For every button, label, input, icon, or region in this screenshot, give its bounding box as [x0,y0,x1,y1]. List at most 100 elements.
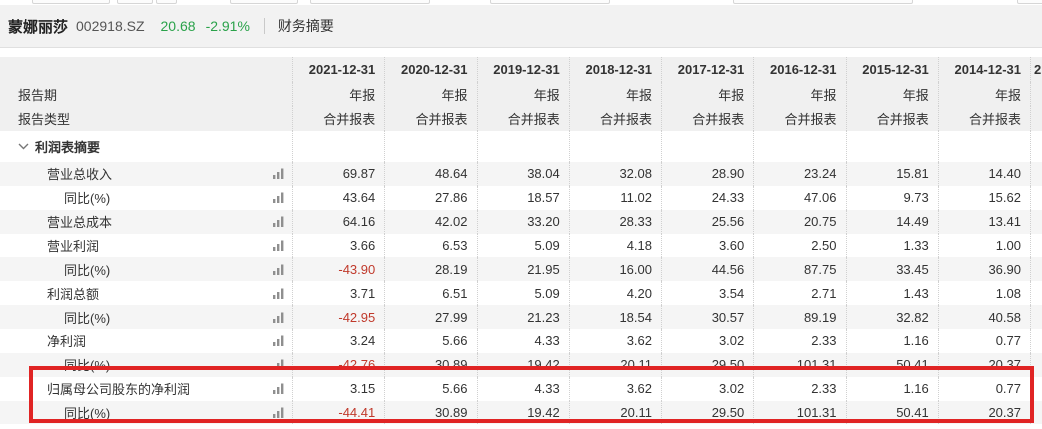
table-row: 营业总收入 69.87 48.64 38.04 32.08 28.90 23.24 15.81… [0,162,1042,186]
value-cell-r9-c3: 3.62 [568,376,661,401]
report-type-label: 报告类型 [18,112,71,128]
value-cell-r8-c0: -42.76 [292,352,384,377]
column-type-7: 合并报表 [937,106,1030,132]
clipped-next-column [1030,185,1042,210]
value-cell-r0-c7: 14.40 [937,162,1030,186]
table-row: 同比(%) -44.41 30.89 19.42 20.11 29.50 101.31 50.… [0,400,1042,425]
column-period-0: 年报 [292,81,384,107]
column-period-3: 年报 [568,81,661,107]
value-cell-r9-c4: 3.02 [661,376,753,401]
cutoff-control-box[interactable] [310,0,430,4]
cutoff-control-box[interactable] [156,0,177,4]
value-cell-r4-c1: 28.19 [384,257,476,282]
row-label: 同比(%) [64,191,111,207]
table-row: 归属母公司股东的净利润 3.15 5.66 4.33 3.62 3.02 2.33 1.16 0… [0,376,1042,401]
table-row: 同比(%) 43.64 27.86 18.57 11.02 24.33 47.06 9.73 1… [0,185,1042,210]
column-period-2: 年报 [476,81,569,107]
stock-price: 20.68 [160,18,196,34]
clipped-next-column [1030,400,1042,425]
row-label-cell: 归属母公司股东的净利润 [0,377,292,401]
bar-chart-icon[interactable] [272,239,285,252]
value-cell-r0-c6: 15.81 [845,162,938,186]
clipped-next-column [1030,281,1042,306]
section-empty-cell-7 [937,131,1030,163]
row-label-cell: 利润总额 [0,281,292,305]
value-cell-r2-c4: 25.56 [661,209,753,234]
header-label-empty [0,57,292,82]
row-label: 营业总收入 [47,167,113,183]
value-cell-r3-c5: 2.50 [753,233,845,258]
clipped-next-column [1030,209,1042,234]
value-cell-r10-c6: 50.41 [845,400,938,425]
row-label: 利润总额 [47,286,100,302]
bar-chart-icon[interactable] [272,215,285,228]
value-cell-r6-c7: 40.58 [937,305,1030,329]
value-cell-r7-c5: 2.33 [753,328,845,353]
row-label: 同比(%) [64,358,111,374]
row-label: 营业总成本 [47,215,113,231]
value-cell-r2-c6: 14.49 [845,209,938,234]
value-cell-r5-c5: 2.71 [753,281,845,306]
value-cell-r7-c4: 3.02 [661,328,753,353]
bar-chart-icon[interactable] [272,287,285,300]
clipped-next-column [1030,305,1042,329]
row-label-cell: 同比(%) [0,186,292,210]
section-row-income-statement[interactable]: 利润表摘要 [0,131,1042,163]
section-label: 利润表摘要 [35,140,101,156]
table-row: 净利润 3.24 5.66 4.33 3.62 3.02 2.33 1.16 0.77 [0,328,1042,353]
value-cell-r1-c3: 11.02 [568,185,661,210]
bar-chart-icon[interactable] [272,263,285,276]
bar-chart-icon[interactable] [272,167,285,180]
cutoff-control-box[interactable] [32,0,110,4]
column-date-2014-12-31: 2014-12-31 [937,57,1030,82]
column-type-0: 合并报表 [292,106,384,132]
value-cell-r10-c3: 20.11 [568,400,661,425]
header-row-type: 报告类型 合并报表 合并报表 合并报表 合并报表 合并报表 合并报表 合并报表 合并报表 [0,106,1042,132]
clipped-next-column [1030,257,1042,282]
value-cell-r1-c7: 15.62 [937,185,1030,210]
value-cell-r2-c7: 13.41 [937,209,1030,234]
column-date-2021-12-31: 2021-12-31 [292,57,384,82]
bar-chart-icon[interactable] [272,358,285,371]
row-label-cell: 营业利润 [0,234,292,258]
cutoff-control-box[interactable] [1017,0,1042,4]
cutoff-control-box[interactable] [490,0,610,4]
value-cell-r2-c5: 20.75 [753,209,845,234]
cutoff-control-box[interactable] [117,0,153,4]
value-cell-r9-c5: 2.33 [753,376,845,401]
stock-name: 蒙娜丽莎 [8,18,69,36]
value-cell-r6-c3: 18.54 [568,305,661,329]
section-empty-cell-4 [661,131,753,163]
row-label: 净利润 [47,334,87,350]
table-row: 营业利润 3.66 6.53 5.09 4.18 3.60 2.50 1.33 1.00 [0,233,1042,258]
table-row: 利润总额 3.71 6.51 5.09 4.20 3.54 2.71 1.43 1.08 [0,281,1042,306]
bar-chart-icon[interactable] [272,382,285,395]
column-date-2018-12-31: 2018-12-31 [568,57,661,82]
clipped-next-column [1030,131,1042,163]
table-row: 营业总成本 64.16 42.02 33.20 28.33 25.56 20.75 14.49… [0,209,1042,234]
tab-financial-summary[interactable]: 财务摘要 [277,18,334,34]
clipped-next-column [1030,328,1042,353]
chevron-down-icon[interactable] [18,143,29,150]
value-cell-r6-c4: 30.57 [661,305,753,329]
value-cell-r6-c5: 89.19 [753,305,845,329]
cutoff-control-box[interactable] [733,0,913,4]
value-cell-r10-c1: 30.89 [384,400,476,425]
bar-chart-icon[interactable] [272,406,285,419]
column-period-7: 年报 [937,81,1030,107]
value-cell-r10-c7: 20.37 [937,400,1030,425]
bar-chart-icon[interactable] [272,334,285,347]
clipped-next-column [1030,81,1042,107]
row-label-cell: 同比(%) [0,353,292,377]
bar-chart-icon[interactable] [272,311,285,324]
value-cell-r4-c6: 33.45 [845,257,938,282]
value-cell-r6-c6: 32.82 [845,305,938,329]
value-cell-r2-c2: 33.20 [476,209,569,234]
header-row-period: 报告期 年报 年报 年报 年报 年报 年报 年报 年报 [0,81,1042,107]
row-label: 归属母公司股东的净利润 [47,382,191,398]
cutoff-control-box[interactable] [230,0,298,4]
bar-chart-icon[interactable] [272,191,285,204]
value-cell-r7-c7: 0.77 [937,328,1030,353]
row-label-cell: 同比(%) [0,401,292,425]
row-label: 同比(%) [64,262,111,278]
